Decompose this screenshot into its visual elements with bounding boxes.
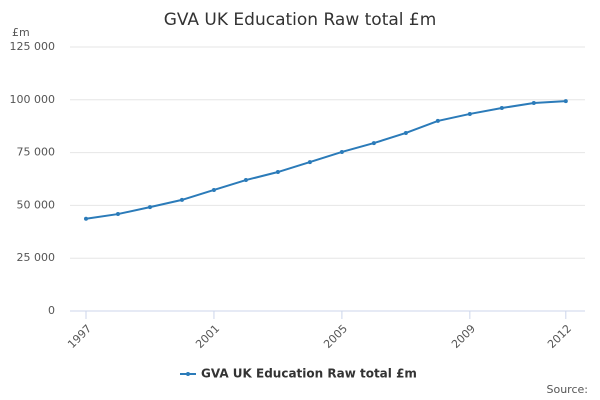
chart-title: GVA UK Education Raw total £m: [164, 10, 437, 30]
x-tick-label: 2012: [545, 322, 574, 351]
y-tick-label: 100 000: [10, 93, 56, 106]
data-point: [147, 205, 152, 210]
x-tick-label: 2001: [193, 322, 222, 351]
y-tick-label: 0: [48, 304, 55, 317]
data-point: [243, 178, 248, 183]
data-point: [275, 170, 280, 175]
y-tick-label: 75 000: [17, 146, 56, 159]
data-point: [179, 197, 184, 202]
y-tick-label: 125 000: [10, 40, 56, 53]
y-tick-label: 25 000: [17, 251, 56, 264]
data-point: [371, 141, 376, 146]
data-point: [211, 187, 216, 192]
data-point: [499, 106, 504, 111]
x-tick-label: 1997: [65, 322, 94, 351]
data-point: [339, 149, 344, 154]
data-point: [563, 99, 568, 104]
data-point: [531, 100, 536, 105]
data-point: [115, 212, 120, 217]
legend-marker: [186, 372, 190, 376]
data-point: [403, 130, 408, 135]
x-tick-label: 2005: [321, 322, 350, 351]
data-point: [307, 160, 312, 165]
x-tick-label: 2009: [449, 322, 478, 351]
data-point: [467, 111, 472, 116]
y-unit: £m: [12, 26, 30, 39]
source: Source:: [547, 383, 589, 396]
series-line: [85, 100, 566, 220]
legend-label: GVA UK Education Raw total £m: [201, 367, 417, 381]
data-point: [435, 118, 440, 123]
data-point: [83, 216, 88, 221]
y-tick-label: 50 000: [17, 198, 56, 211]
